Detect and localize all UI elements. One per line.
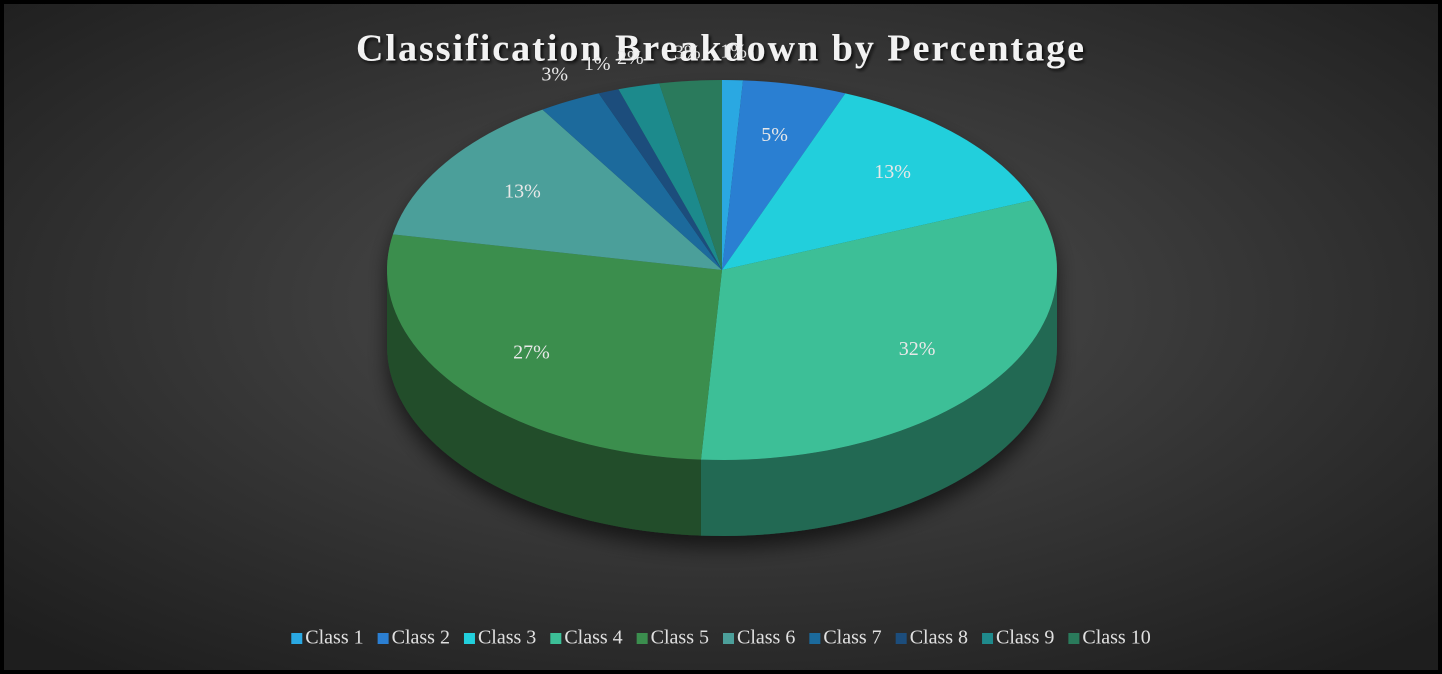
slice [598,89,722,271]
legend-item: Class 6 [723,627,795,649]
legend-swatch [895,633,907,644]
legend-item: Class 8 [895,627,968,649]
legend-label: Class 2 [392,627,450,649]
legend-label: Class 5 [651,627,709,649]
legend-swatch [377,633,389,644]
data-label: 27% [513,341,550,363]
slice [722,80,846,270]
legend-swatch [982,633,994,644]
legend-swatch [636,633,648,644]
legend-label: Class 1 [305,627,363,649]
slice [618,83,722,271]
slice [700,200,1057,460]
slice-side [387,270,701,536]
data-label: 13% [504,181,541,203]
legend-item: Class 5 [636,627,709,649]
legend-label: Class 7 [823,627,881,649]
legend-label: Class 3 [478,627,536,649]
legend-swatch [1068,633,1080,644]
legend-item: Class 4 [550,627,623,649]
data-label: 2% [617,47,644,69]
data-label: 1% [584,53,611,75]
legend-item: Class 2 [377,627,450,649]
legend-swatch [463,633,475,644]
legend-item: Class 7 [809,627,882,649]
legend-label: Class 4 [564,627,622,649]
chart-title: Classification Breakdown by Percentage [356,28,1086,70]
legend-label: Class 6 [737,627,795,649]
pie [387,80,1057,536]
legend: Class 1 Class 2 Class 3 Class 4 Class 5 Class… [291,627,1151,649]
slice [542,93,722,270]
legend-swatch [550,633,562,644]
legend-swatch [723,633,734,644]
data-label: 3% [541,63,568,85]
data-label: 5% [761,124,788,146]
legend-item: Class 9 [982,627,1054,649]
data-label: 3% [674,42,701,64]
legend-label: Class 9 [996,627,1054,649]
slice-side [700,270,1057,536]
legend-swatch [809,633,821,644]
data-label: 32% [899,338,936,360]
slice [722,80,744,270]
legend-item: Class 1 [291,627,364,649]
data-label: 1% [720,41,747,63]
data-label: 13% [874,161,911,183]
legend-item: Class 10 [1068,627,1151,649]
legend-label: Class 8 [910,627,968,649]
slice [387,234,722,460]
slice [659,80,722,270]
labels: 1% 5% 13% 32% 27% 13% 3% 1% 2% 3% [504,41,935,364]
slice [722,93,1034,270]
slice [392,109,722,270]
legend-label: Class 10 [1082,627,1150,649]
legend-item: Class 3 [463,627,536,649]
legend-swatch [291,633,303,644]
